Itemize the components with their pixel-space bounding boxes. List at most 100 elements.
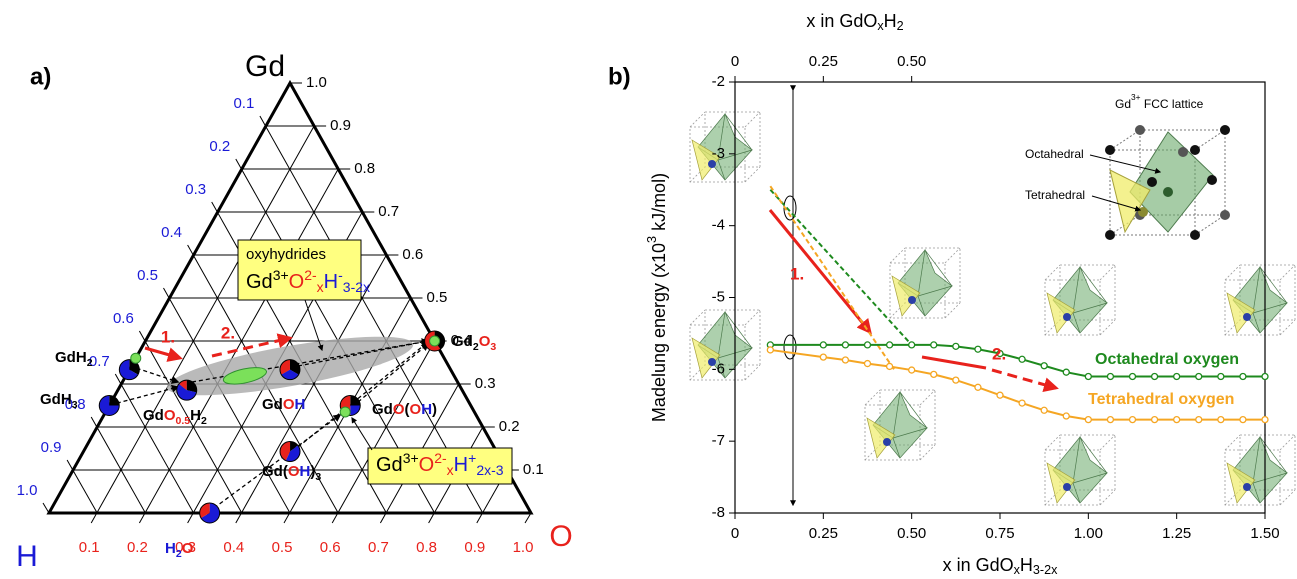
text-part: 2- xyxy=(304,267,317,283)
text-part: Gd xyxy=(246,271,273,293)
text-part: Gd xyxy=(40,391,61,408)
series-marker xyxy=(1085,417,1091,423)
page: {"chart_data":[ {"type":"ternary","label… xyxy=(0,0,1297,579)
h-tick-label: 0.6 xyxy=(113,310,134,327)
x-axis-title: x in GdOxH3-2x xyxy=(943,555,1059,578)
series-marker xyxy=(1041,407,1047,413)
text-part: ) xyxy=(432,401,437,418)
gd-tick-label: 1.0 xyxy=(306,74,327,91)
series-marker xyxy=(1107,417,1113,423)
x-tick-label: 0 xyxy=(731,525,739,542)
series-marker xyxy=(1085,374,1091,380)
text-part: H xyxy=(454,454,468,476)
series-marker xyxy=(1152,417,1158,423)
tie-line xyxy=(214,415,340,508)
series-marker xyxy=(820,354,826,360)
gd-tick-label: 0.1 xyxy=(523,461,544,478)
text-part: 3-2x xyxy=(343,279,370,295)
text-part: 3-2x xyxy=(1033,563,1058,577)
measured-point xyxy=(131,353,141,363)
series-marker xyxy=(820,342,826,348)
series-marker xyxy=(1174,417,1180,423)
x-tick-label: 1.00 xyxy=(1074,525,1103,542)
text-part: 3 xyxy=(315,471,321,483)
text-part: O xyxy=(283,396,295,413)
series-marker xyxy=(865,342,871,348)
text-part: 2 xyxy=(201,415,207,427)
x2-tick-label: 0.50 xyxy=(897,53,926,70)
y-tick-label: -7 xyxy=(712,432,725,449)
series-marker xyxy=(887,342,893,348)
annotation: 1. xyxy=(161,327,175,346)
text-part: 3 xyxy=(490,341,496,353)
series-marker xyxy=(1262,374,1268,380)
text-part: oxyhydrides xyxy=(246,246,326,263)
h-tick-label: 0.5 xyxy=(137,267,158,284)
x2-tick-label: 0.25 xyxy=(809,53,838,70)
series-marker xyxy=(1196,417,1202,423)
text-part: Gd xyxy=(372,401,393,418)
series-marker xyxy=(953,343,959,349)
text-part: O xyxy=(410,401,422,418)
text-part: H xyxy=(300,463,311,480)
x-tick-label: 1.50 xyxy=(1250,525,1279,542)
o-tick-label: 0.5 xyxy=(272,539,293,556)
gd-tick-label: 0.5 xyxy=(427,289,448,306)
gd-tick-label: 0.6 xyxy=(402,246,423,263)
pointer xyxy=(352,418,372,450)
text-part: 3 xyxy=(645,236,659,243)
series-marker xyxy=(1218,417,1224,423)
text-part: 3+ xyxy=(403,450,419,466)
text-part: H xyxy=(61,391,72,408)
inset-label: Octahedral xyxy=(1025,147,1084,161)
h-tick-label: 0.3 xyxy=(185,181,206,198)
compound-label: GdH2 xyxy=(55,349,93,369)
series-marker xyxy=(909,367,915,373)
grid-line xyxy=(67,460,97,513)
series-marker xyxy=(931,342,937,348)
series-marker xyxy=(1063,369,1069,375)
gd-tick-label: 0.3 xyxy=(475,375,496,392)
vertex-label: Gd xyxy=(245,50,285,83)
series-marker xyxy=(931,371,937,377)
series-marker xyxy=(1240,374,1246,380)
text-part: H xyxy=(421,401,432,418)
compound-label: Gd(OH)3 xyxy=(262,463,321,483)
series-marker xyxy=(1130,374,1136,380)
text-part: O xyxy=(419,454,435,476)
text-part: Gd xyxy=(55,349,76,366)
text-part: 0.5 xyxy=(176,415,191,427)
text-part: H xyxy=(884,11,897,31)
y-tick-label: -2 xyxy=(712,73,725,90)
text-part: 3+ xyxy=(273,267,289,283)
text-part: kJ/mol) xyxy=(649,173,669,236)
y-tick-label: -5 xyxy=(712,288,725,305)
inset-title: Gd3+ FCC lattice xyxy=(1115,92,1204,111)
text-part: H xyxy=(165,540,176,557)
series-label: Octahedral oxygen xyxy=(1095,351,1239,368)
text-part: x in GdO xyxy=(806,11,877,31)
series-marker xyxy=(1262,417,1268,423)
gd-tick-label: 0.7 xyxy=(378,203,399,220)
series-marker xyxy=(997,392,1003,398)
series-marker xyxy=(1019,400,1025,406)
grid-line xyxy=(91,417,145,513)
y-tick-label: -6 xyxy=(712,360,725,377)
series-marker xyxy=(975,384,981,390)
o-tick-label: 0.4 xyxy=(223,539,244,556)
text-part: H xyxy=(190,407,201,424)
compound-label: GdH3 xyxy=(40,391,78,411)
series-marker xyxy=(865,361,871,367)
h-tick-label: 0.9 xyxy=(41,439,62,456)
text-part: 2- xyxy=(434,450,447,466)
compound-label: Gd2O3 xyxy=(452,333,496,353)
text-part: 2 xyxy=(87,357,93,369)
x-tick-label: 0.50 xyxy=(897,525,926,542)
series-marker xyxy=(842,342,848,348)
text-part: H xyxy=(295,396,306,413)
series-marker xyxy=(1240,417,1246,423)
series-marker xyxy=(767,347,773,353)
text-part: O xyxy=(479,333,491,350)
series-marker xyxy=(1019,356,1025,362)
series-marker xyxy=(1152,374,1158,380)
